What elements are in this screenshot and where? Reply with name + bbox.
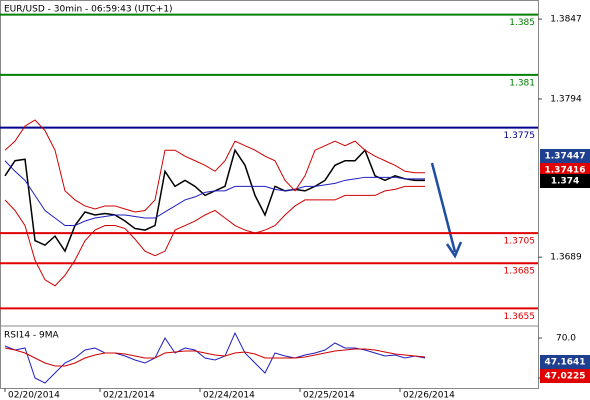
- price-tag: [540, 369, 590, 383]
- series-line: [4, 119, 425, 213]
- x-tick-label: 02/25/2014: [303, 391, 355, 400]
- level-label: 1.381: [509, 78, 535, 88]
- forecast-arrow: [430, 162, 463, 259]
- series-line: [4, 160, 425, 227]
- price-tag-label: 47.0225: [545, 372, 586, 382]
- level-label: 1.3685: [504, 267, 536, 277]
- panel-title: EUR/USD - 30min - 06:59:43 (UTC+1): [4, 5, 173, 15]
- series-line: [4, 331, 426, 384]
- level-label: 1.3705: [504, 237, 536, 247]
- price-tag-label: 1.37416: [545, 166, 586, 176]
- series-line: [4, 347, 426, 367]
- y-tick-label: 1.3794: [550, 94, 582, 104]
- level-label: 1.3655: [504, 312, 536, 322]
- series-line: [4, 185, 425, 287]
- y-tick-label: 1.3847: [550, 15, 582, 25]
- level-label: 1.3775: [504, 131, 536, 141]
- price-tag-label: 47.1641: [545, 358, 586, 368]
- x-tick-label: 02/24/2014: [203, 391, 255, 400]
- x-tick-label: 02/26/2014: [403, 391, 455, 400]
- y-tick-label: 1.3689: [550, 253, 582, 263]
- price-tag: [540, 163, 590, 177]
- x-tick-label: 02/20/2014: [8, 391, 60, 400]
- y-tick-label: 70.0: [556, 334, 576, 344]
- price-tag-label: 1.37447: [545, 152, 586, 162]
- x-tick-label: 02/21/2014: [103, 391, 155, 400]
- level-label: 1.385: [509, 18, 535, 28]
- price-tag-label: 1.374: [551, 177, 579, 187]
- panel-title: RSI14 - 9MA: [4, 331, 60, 341]
- price-tag: [540, 355, 590, 369]
- price-tag: [540, 174, 590, 188]
- price-tag: [540, 149, 590, 163]
- plot-frame: [0, 0, 539, 389]
